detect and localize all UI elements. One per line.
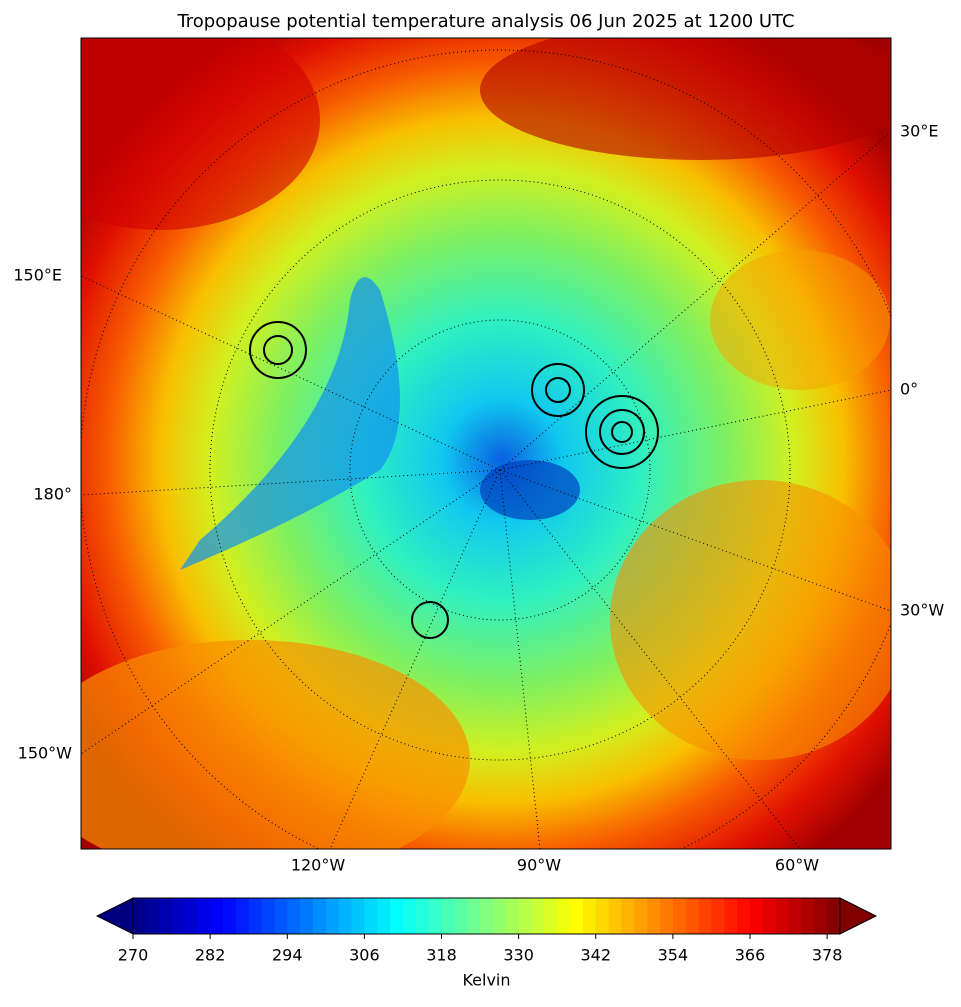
colorbar-swatch [737,898,751,934]
colorbar-swatch [711,898,725,934]
warm-region [81,640,470,849]
colorbar-tick-label: 342 [580,946,611,965]
warm-region [610,480,891,760]
longitude-label: 180° [33,485,72,504]
colorbar-swatch [390,898,404,934]
colorbar-swatch [557,898,571,934]
longitude-label: 90°W [517,856,561,875]
colorbar-swatch [660,898,674,934]
colorbar-swatch [672,898,687,934]
colorbar-swatch [505,898,520,934]
colorbar-swatch [647,898,661,934]
colorbar-swatch [261,898,275,934]
colorbar-swatch [351,898,365,934]
colorbar-swatch [171,898,185,934]
contours [249,321,659,639]
colorbar-swatch [184,898,198,934]
colorbar-extend-high [839,897,878,935]
colorbar-swatch [531,898,545,934]
warm-region [81,38,320,230]
colorbar-swatch [441,898,455,934]
colorbar-swatch [133,898,147,934]
colorbar-swatch [158,898,173,934]
longitude-label: 30°W [900,601,944,620]
title: Tropopause potential temperature analysi… [176,11,794,32]
colorbar-swatch [287,898,301,934]
colorbar-swatch [621,898,635,934]
colorbar-extend-low [95,897,134,935]
colorbar-tick-label: 318 [426,946,457,965]
colorbar-swatch [518,898,532,934]
colorbar-swatch [338,898,353,934]
longitude-label: 60°W [775,856,819,875]
colorbar-swatch [685,898,700,934]
colorbar-swatch [377,898,391,934]
warm-region [710,250,890,390]
colorbar-swatch [724,898,738,934]
colorbar-swatch [402,898,417,934]
colorbar-swatch [248,898,263,934]
colorbar-label: Kelvin [462,971,510,990]
colorbar-tick-label: 378 [812,946,843,965]
colorbar-swatch [775,898,790,934]
longitude-label: 150°E [13,266,62,285]
colorbar-swatch [788,898,802,934]
colorbar-swatch [801,898,815,934]
colorbar-swatch [415,898,430,934]
colorbar: 270 282 294 306 318 330 342 354 366 378 Kelvin [95,897,878,990]
warm-region [480,38,891,160]
colorbar-swatch [608,898,622,934]
colorbar-swatch [544,898,558,934]
colorbar-swatch [750,898,764,934]
colorbar-tick-label: 354 [658,946,689,965]
colorbar-swatch [364,898,378,934]
colorbar-swatch [300,898,314,934]
colorbar-swatch [595,898,610,934]
colorbar-swatch [827,898,841,934]
colorbar-swatch [570,898,584,934]
colorbar-swatch [312,898,327,934]
colorbar-tick-label: 366 [735,946,766,965]
colorbar-frame [132,897,841,935]
colorbar-swatch [467,898,481,934]
graticule [81,49,891,849]
longitude-labels: 30°E 150°E 0° 180° 30°W 150°W 120°W 90°W 60°W [13,122,944,875]
longitude-label: 150°W [18,744,73,763]
colorbar-swatch [210,898,224,934]
colorbar-swatch [325,898,340,934]
colorbar-swatch [274,898,288,934]
colorbar-swatch [492,898,507,934]
colorbar-swatch [582,898,597,934]
colorbar-swatch [222,898,237,934]
colorbar-swatch [814,898,828,934]
colorbar-swatch [454,898,468,934]
map [81,38,891,849]
colorbar-swatch [762,898,777,934]
colorbar-tick-label: 306 [349,946,380,965]
colorbar-swatch [235,898,250,934]
colorbar-tick-label: 330 [503,946,534,965]
colorbar-swatch [634,898,648,934]
colorbar-swatch [197,898,211,934]
cold-region [180,277,400,570]
colorbar-swatch [145,898,160,934]
colorbar-swatch [480,898,494,934]
colorbar-swatch [428,898,443,934]
longitude-label: 30°E [900,122,938,141]
colorbar-tick-label: 270 [118,946,149,965]
cold-region [480,460,580,520]
colorbar-tick-label: 294 [272,946,303,965]
colorbar-tick-label: 282 [195,946,226,965]
map-frame [80,37,892,850]
longitude-label: 0° [900,380,918,399]
colorbar-swatch [698,898,712,934]
longitude-label: 120°W [291,856,346,875]
